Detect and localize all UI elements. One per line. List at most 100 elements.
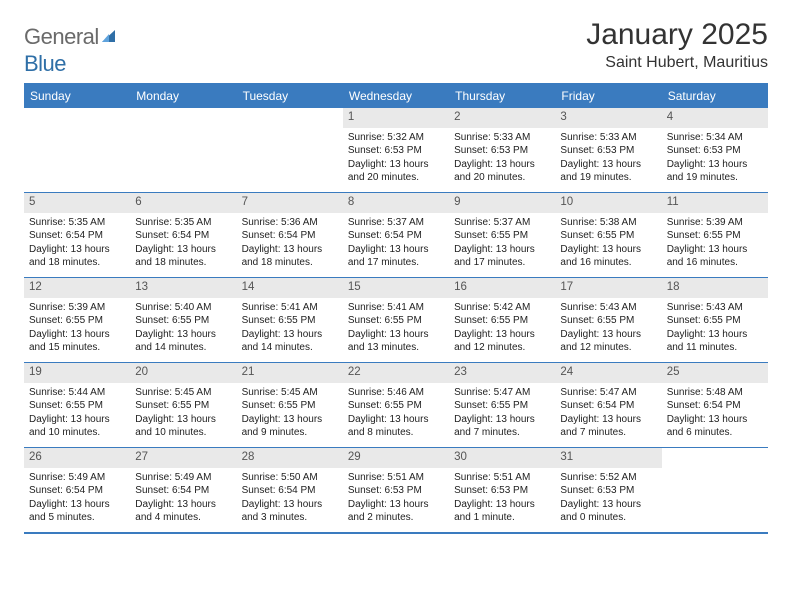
- sunrise-text: Sunrise: 5:51 AM: [348, 471, 444, 485]
- day-cell: 22 Sunrise: 5:46 AMSunset: 6:55 PMDayligh…: [343, 363, 449, 447]
- sunset-text: Sunset: 6:53 PM: [454, 144, 550, 158]
- daylight-text: Daylight: 13 hours and 7 minutes.: [560, 413, 656, 440]
- day-cell: 15Sunrise: 5:41 AMSunset: 6:55 PMDayligh…: [343, 278, 449, 362]
- sunrise-text: Sunrise: 5:35 AM: [29, 216, 125, 230]
- day-cell: 17Sunrise: 5:43 AMSunset: 6:55 PMDayligh…: [555, 278, 661, 362]
- sunrise-text: Sunrise: 5:41 AM: [242, 301, 338, 315]
- day-cell: 29Sunrise: 5:51 AMSunset: 6:53 PMDayligh…: [343, 448, 449, 532]
- daylight-text: Daylight: 13 hours and 6 minutes.: [667, 413, 763, 440]
- sunrise-text: Sunrise: 5:47 AM: [560, 386, 656, 400]
- day-number: 24: [555, 363, 661, 383]
- day-details: Sunrise: 5:37 AMSunset: 6:55 PMDaylight:…: [449, 213, 555, 274]
- sunset-text: Sunset: 6:55 PM: [135, 314, 231, 328]
- day-number: 11: [662, 193, 768, 213]
- weekday-header: Tuesday: [237, 85, 343, 108]
- sunrise-text: Sunrise: 5:35 AM: [135, 216, 231, 230]
- day-details: Sunrise: 5:36 AMSunset: 6:54 PMDaylight:…: [237, 213, 343, 274]
- day-number: 30: [449, 448, 555, 468]
- sunset-text: Sunset: 6:54 PM: [135, 229, 231, 243]
- day-number: 16: [449, 278, 555, 298]
- sunrise-text: Sunrise: 5:45 AM: [135, 386, 231, 400]
- day-cell: 6Sunrise: 5:35 AMSunset: 6:54 PMDaylight…: [130, 193, 236, 277]
- sail-icon: [100, 25, 118, 51]
- sunrise-text: Sunrise: 5:43 AM: [560, 301, 656, 315]
- day-cell: 26Sunrise: 5:49 AMSunset: 6:54 PMDayligh…: [24, 448, 130, 532]
- sunset-text: Sunset: 6:55 PM: [29, 314, 125, 328]
- day-details: Sunrise: 5:43 AMSunset: 6:55 PMDaylight:…: [555, 298, 661, 359]
- day-details: Sunrise: 5:41 AMSunset: 6:55 PMDaylight:…: [237, 298, 343, 359]
- day-cell: 12Sunrise: 5:39 AMSunset: 6:55 PMDayligh…: [24, 278, 130, 362]
- sunrise-text: Sunrise: 5:46 AM: [348, 386, 444, 400]
- sunset-text: Sunset: 6:55 PM: [454, 399, 550, 413]
- week-row: 1Sunrise: 5:32 AMSunset: 6:53 PMDaylight…: [24, 108, 768, 192]
- day-details: Sunrise: 5:45 AMSunset: 6:55 PMDaylight:…: [130, 383, 236, 444]
- sunset-text: Sunset: 6:54 PM: [667, 399, 763, 413]
- day-number: 22: [343, 363, 449, 383]
- day-cell: 24Sunrise: 5:47 AMSunset: 6:54 PMDayligh…: [555, 363, 661, 447]
- sunset-text: Sunset: 6:54 PM: [242, 484, 338, 498]
- sunrise-text: Sunrise: 5:47 AM: [454, 386, 550, 400]
- sunset-text: Sunset: 6:53 PM: [454, 484, 550, 498]
- day-number: 7: [237, 193, 343, 213]
- daylight-text: Daylight: 13 hours and 20 minutes.: [454, 158, 550, 185]
- day-details: Sunrise: 5:32 AMSunset: 6:53 PMDaylight:…: [343, 128, 449, 189]
- day-cell: 18Sunrise: 5:43 AMSunset: 6:55 PMDayligh…: [662, 278, 768, 362]
- day-details: Sunrise: 5:33 AMSunset: 6:53 PMDaylight:…: [449, 128, 555, 189]
- sunrise-text: Sunrise: 5:45 AM: [242, 386, 338, 400]
- sunset-text: Sunset: 6:55 PM: [454, 314, 550, 328]
- day-details: Sunrise: 5:39 AMSunset: 6:55 PMDaylight:…: [24, 298, 130, 359]
- day-cell: 21Sunrise: 5:45 AMSunset: 6:55 PMDayligh…: [237, 363, 343, 447]
- sunrise-text: Sunrise: 5:33 AM: [560, 131, 656, 145]
- day-number: 18: [662, 278, 768, 298]
- day-cell: 2Sunrise: 5:33 AMSunset: 6:53 PMDaylight…: [449, 108, 555, 192]
- day-cell: 9Sunrise: 5:37 AMSunset: 6:55 PMDaylight…: [449, 193, 555, 277]
- day-number: 23: [449, 363, 555, 383]
- sunrise-text: Sunrise: 5:49 AM: [29, 471, 125, 485]
- weekday-header-row: Sunday Monday Tuesday Wednesday Thursday…: [24, 85, 768, 108]
- day-cell: 14Sunrise: 5:41 AMSunset: 6:55 PMDayligh…: [237, 278, 343, 362]
- sunset-text: Sunset: 6:55 PM: [29, 399, 125, 413]
- sunset-text: Sunset: 6:53 PM: [560, 484, 656, 498]
- day-cell: 20Sunrise: 5:45 AMSunset: 6:55 PMDayligh…: [130, 363, 236, 447]
- daylight-text: Daylight: 13 hours and 3 minutes.: [242, 498, 338, 525]
- day-cell: 5Sunrise: 5:35 AMSunset: 6:54 PMDaylight…: [24, 193, 130, 277]
- day-cell: 7Sunrise: 5:36 AMSunset: 6:54 PMDaylight…: [237, 193, 343, 277]
- sunset-text: Sunset: 6:55 PM: [348, 399, 444, 413]
- sunset-text: Sunset: 6:55 PM: [560, 314, 656, 328]
- daylight-text: Daylight: 13 hours and 4 minutes.: [135, 498, 231, 525]
- sunrise-text: Sunrise: 5:49 AM: [135, 471, 231, 485]
- daylight-text: Daylight: 13 hours and 11 minutes.: [667, 328, 763, 355]
- sunset-text: Sunset: 6:54 PM: [29, 484, 125, 498]
- day-details: Sunrise: 5:40 AMSunset: 6:55 PMDaylight:…: [130, 298, 236, 359]
- day-number: 4: [662, 108, 768, 128]
- daylight-text: Daylight: 13 hours and 8 minutes.: [348, 413, 444, 440]
- weekday-header: Thursday: [449, 85, 555, 108]
- sunset-text: Sunset: 6:55 PM: [454, 229, 550, 243]
- sunset-text: Sunset: 6:54 PM: [29, 229, 125, 243]
- day-number: 14: [237, 278, 343, 298]
- weekday-header: Saturday: [662, 85, 768, 108]
- day-details: Sunrise: 5:48 AMSunset: 6:54 PMDaylight:…: [662, 383, 768, 444]
- day-cell: 16Sunrise: 5:42 AMSunset: 6:55 PMDayligh…: [449, 278, 555, 362]
- daylight-text: Daylight: 13 hours and 10 minutes.: [135, 413, 231, 440]
- weekday-header: Wednesday: [343, 85, 449, 108]
- day-cell: 19Sunrise: 5:44 AMSunset: 6:55 PMDayligh…: [24, 363, 130, 447]
- sunset-text: Sunset: 6:53 PM: [348, 484, 444, 498]
- sunset-text: Sunset: 6:54 PM: [242, 229, 338, 243]
- sunrise-text: Sunrise: 5:52 AM: [560, 471, 656, 485]
- day-cell: [24, 108, 130, 192]
- day-number: 8: [343, 193, 449, 213]
- brand-name: GeneralBlue: [24, 24, 118, 77]
- sunrise-text: Sunrise: 5:40 AM: [135, 301, 231, 315]
- day-number: 6: [130, 193, 236, 213]
- daylight-text: Daylight: 13 hours and 10 minutes.: [29, 413, 125, 440]
- day-cell: 23Sunrise: 5:47 AMSunset: 6:55 PMDayligh…: [449, 363, 555, 447]
- sunrise-text: Sunrise: 5:33 AM: [454, 131, 550, 145]
- day-details: Sunrise: 5:35 AMSunset: 6:54 PMDaylight:…: [130, 213, 236, 274]
- weekday-header: Monday: [130, 85, 236, 108]
- day-cell: 25Sunrise: 5:48 AMSunset: 6:54 PMDayligh…: [662, 363, 768, 447]
- calendar-grid: Sunday Monday Tuesday Wednesday Thursday…: [24, 83, 768, 534]
- day-cell: 31Sunrise: 5:52 AMSunset: 6:53 PMDayligh…: [555, 448, 661, 532]
- day-cell: 3Sunrise: 5:33 AMSunset: 6:53 PMDaylight…: [555, 108, 661, 192]
- brand-logo: GeneralBlue: [24, 18, 118, 77]
